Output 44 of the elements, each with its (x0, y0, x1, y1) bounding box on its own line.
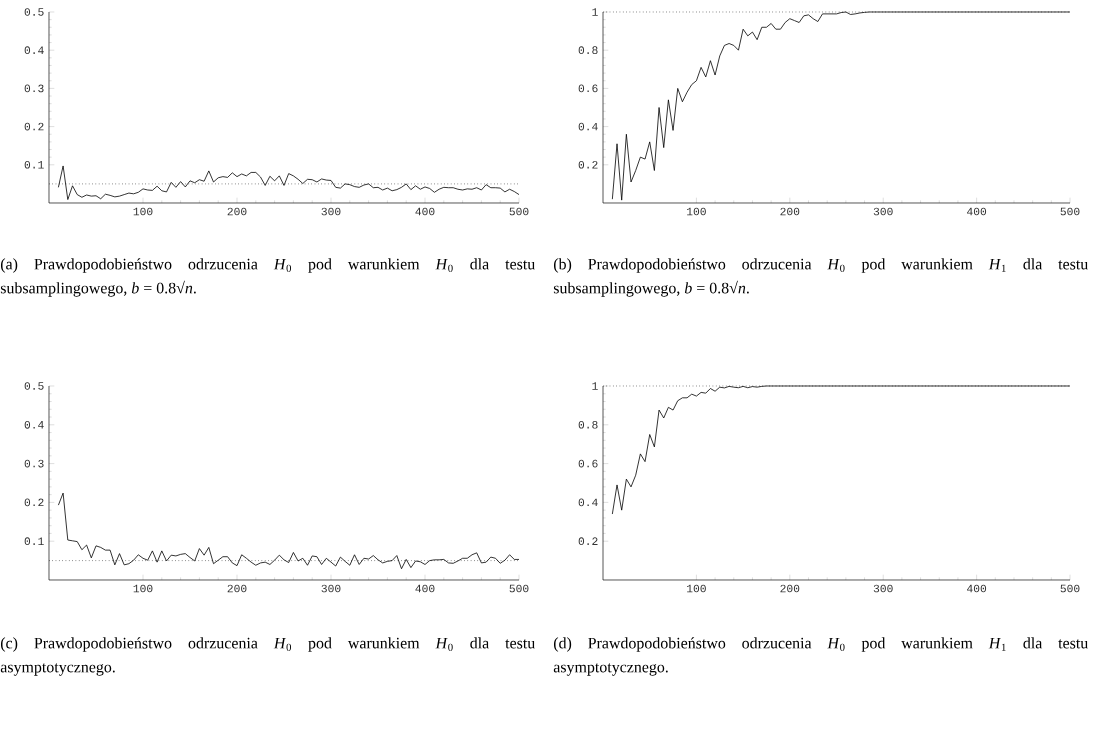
y-tick-label: 0.8 (578, 46, 598, 55)
x-tick-label: 100 (133, 584, 153, 593)
text: (c) Prawdopodobieństwo odrzucenia H$_{0}$ pod warunkiem H$_{0}$ dla testu asymptotycznego. (0, 637, 535, 676)
y-tick-label: 0.4 (578, 122, 598, 131)
x-tick-label: 500 (509, 584, 529, 593)
x-tick-label: 200 (227, 584, 247, 593)
x-tick-label: 400 (967, 207, 987, 216)
y-tick-label: 0.1 (24, 537, 44, 546)
x-tick-label: 500 (1060, 584, 1080, 593)
y-tick-label: 0.5 (24, 8, 44, 16)
y-tick-label: 0.8 (578, 420, 598, 429)
x-tick-label: 300 (873, 207, 893, 216)
x-tick-label: 300 (321, 207, 341, 216)
x-tick-label: 400 (415, 584, 435, 593)
x-tick-label: 100 (687, 584, 706, 593)
y-tick-label: 0.3 (24, 459, 44, 468)
y-tick-label: 0.6 (578, 459, 598, 468)
y-tick-label: 0.3 (24, 84, 44, 93)
y-tick-label: 0.2 (24, 122, 44, 131)
text: (a) Prawdopodobieństwo odrzucenia H$_{0}$ pod warunkiem H$_{0}$ dla testu subsamplingowego, b = 0.8√n. (0, 258, 535, 297)
x-tick-label: 400 (415, 207, 435, 216)
y-tick-label: 0.4 (578, 498, 598, 507)
y-tick-label: 0.1 (24, 160, 44, 169)
x-tick-label: 200 (780, 207, 800, 216)
y-tick-label: 0.2 (578, 537, 598, 546)
y-tick-label: 0.2 (578, 160, 598, 169)
y-tick-label: 1 (592, 8, 598, 16)
y-tick-label: 0.4 (24, 420, 44, 429)
x-tick-label: 100 (687, 207, 706, 216)
x-tick-label: 300 (873, 584, 893, 593)
x-tick-label: 400 (967, 584, 987, 593)
x-tick-label: 200 (227, 207, 247, 216)
y-tick-label: 0.6 (578, 84, 598, 93)
y-tick-label: 0.4 (24, 46, 44, 55)
text: (d) Prawdopodobieństwo odrzucenia H$_{0}$ pod warunkiem H$_{1}$ dla testu asymptotycznego. (553, 637, 1088, 676)
y-tick-label: 1 (592, 382, 598, 390)
x-tick-label: 500 (1060, 207, 1080, 216)
x-tick-label: 500 (509, 207, 529, 216)
y-tick-label: 0.2 (24, 498, 44, 507)
y-tick-label: 0.5 (24, 382, 44, 390)
text: (b) Prawdopodobieństwo odrzucenia H$_{0}$ pod warunkiem H$_{1}$ dla testu subsamplingowego, b = 0.8√n. (553, 258, 1088, 297)
x-tick-label: 100 (133, 207, 153, 216)
x-tick-label: 200 (780, 584, 800, 593)
x-tick-label: 300 (321, 584, 341, 593)
